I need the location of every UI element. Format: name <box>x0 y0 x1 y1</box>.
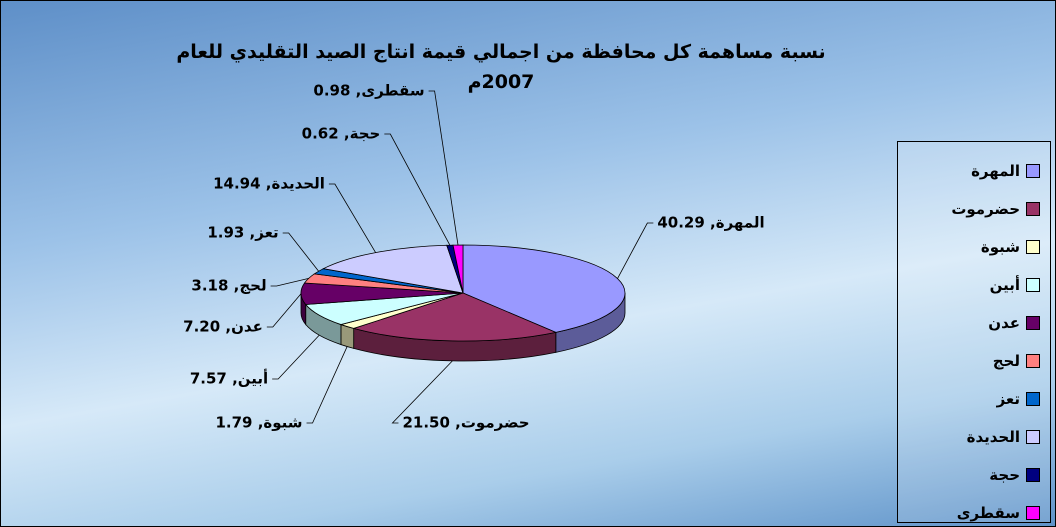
legend-swatch <box>1026 278 1040 292</box>
data-label: لحج, 3.18 <box>191 277 266 295</box>
legend-label: لحج <box>992 352 1020 370</box>
legend-swatch <box>1026 240 1040 254</box>
legend-label: عدن <box>988 314 1020 332</box>
legend-swatch <box>1026 316 1040 330</box>
legend-swatch <box>1026 202 1040 216</box>
legend-item: لحج <box>898 342 1050 380</box>
legend-swatch <box>1026 164 1040 178</box>
leader-line <box>270 277 309 287</box>
legend-item: سقطرى <box>898 494 1050 526</box>
leader-line <box>266 293 302 328</box>
pie-slice <box>452 244 464 294</box>
leader-line <box>391 360 453 424</box>
leader-line <box>328 183 376 253</box>
data-label: تعز, 1.93 <box>207 224 278 242</box>
legend-item: أبين <box>898 266 1050 304</box>
leader-line <box>384 133 451 246</box>
data-label: عدن, 7.20 <box>183 318 263 336</box>
legend-label: شبوة <box>980 238 1020 256</box>
leader-line <box>282 232 319 272</box>
legend-item: حجة <box>898 456 1050 494</box>
leader-line <box>272 334 320 380</box>
legend-item: عدن <box>898 304 1050 342</box>
pie-slice <box>352 292 558 342</box>
legend-label: المهرة <box>971 162 1020 180</box>
data-label: حجة, 0.62 <box>302 125 381 143</box>
legend-label: الحديدة <box>966 428 1020 446</box>
data-label: المهرة, 40.29 <box>657 214 764 232</box>
leader-line <box>306 346 348 424</box>
data-label: الحديدة, 14.94 <box>213 175 325 193</box>
legend-label: حجة <box>989 466 1020 484</box>
legend-swatch <box>1026 354 1040 368</box>
legend-label: تعز <box>996 390 1020 408</box>
data-label: سقطرى, 0.98 <box>313 82 424 100</box>
legend-item: حضرموت <box>898 190 1050 228</box>
legend-label: حضرموت <box>951 200 1020 218</box>
data-label: شبوة, 1.79 <box>215 414 302 432</box>
legend-label: أبين <box>989 276 1020 294</box>
legend-item: شبوة <box>898 228 1050 266</box>
pie-slice <box>322 244 464 294</box>
legend-item: تعز <box>898 380 1050 418</box>
leader-line <box>428 90 459 246</box>
legend-item: الحديدة <box>898 418 1050 456</box>
legend-swatch <box>1026 430 1040 444</box>
legend-swatch <box>1026 506 1040 520</box>
legend-swatch <box>1026 468 1040 482</box>
data-label: أبين, 7.57 <box>190 369 268 388</box>
legend-label: سقطرى <box>956 504 1020 522</box>
legend-swatch <box>1026 392 1040 406</box>
data-label: حضرموت, 21.50 <box>402 414 529 432</box>
leader-line <box>617 222 654 279</box>
legend: المهرة حضرموت شبوة أبين عدن لحج تعز الحديدة حجة س… <box>897 141 1051 523</box>
legend-item: المهرة <box>898 152 1050 190</box>
chart-title: نسبة مساهمة كل محافظة من اجمالي قيمة انت… <box>176 41 826 93</box>
pie-slice <box>462 244 626 333</box>
